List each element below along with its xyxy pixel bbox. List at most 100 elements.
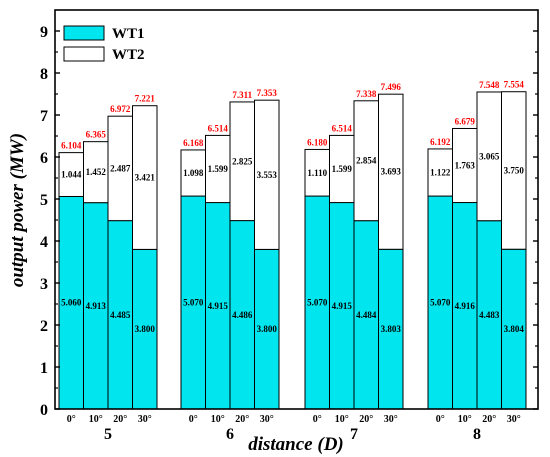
data-label-wt1: 4.913 [86, 301, 107, 311]
data-label-wt1: 5.060 [61, 298, 82, 308]
data-label-total: 6.514 [208, 123, 229, 133]
x-angle-label: 0° [189, 414, 198, 425]
x-angle-label: 0° [436, 414, 445, 425]
bar-wt2-d6-a0 [180, 149, 206, 197]
x-angle-label: 10° [335, 414, 349, 425]
data-label-total: 6.192 [430, 137, 451, 147]
legend-label-wt2: WT2 [112, 47, 145, 63]
data-label-total: 7.554 [504, 80, 525, 90]
bar-wt1-d7-a0 [304, 195, 330, 410]
x-axis-title: distance (D) [248, 434, 344, 455]
y-tick-label: 0 [40, 402, 48, 419]
x-angle-label: 0° [67, 414, 76, 425]
x-angle-label: 30° [384, 414, 398, 425]
data-label-total: 7.496 [381, 82, 402, 92]
data-label-wt2: 1.122 [430, 167, 451, 177]
bar-wt2-d5-a2 [107, 115, 133, 222]
data-label-wt1: 4.916 [455, 301, 476, 311]
y-tick-label: 9 [40, 24, 48, 41]
bar-wt2-d8-a3 [501, 91, 527, 250]
y-tick-label: 8 [40, 66, 48, 83]
bar-wt2-d5-a0 [58, 152, 84, 197]
x-angle-label: 10° [89, 414, 103, 425]
data-label-wt2: 3.421 [135, 173, 156, 183]
x-angle-label: 20° [482, 414, 496, 425]
data-label-wt1: 4.915 [208, 301, 229, 311]
plot-frame [54, 9, 539, 410]
data-label-total: 6.104 [61, 141, 82, 151]
data-label-wt1: 5.070 [183, 298, 204, 308]
y-tick-label: 2 [40, 318, 48, 335]
y-tick-label: 7 [40, 108, 48, 125]
x-angle-label: 30° [138, 414, 152, 425]
bar-wt2-d6-a1 [205, 134, 231, 204]
data-label-wt2: 1.044 [61, 170, 82, 180]
bar-wt1-d8-a1 [452, 202, 478, 410]
data-label-total: 6.180 [307, 137, 328, 147]
data-label-total: 7.548 [479, 80, 500, 90]
data-label-wt2: 3.693 [381, 167, 402, 177]
legend-swatch-wt1 [63, 25, 105, 41]
data-label-total: 7.353 [257, 88, 278, 98]
bar-wt1-d7-a1 [329, 202, 355, 410]
legend-swatch-wt2 [63, 46, 105, 62]
data-label-total: 6.679 [455, 116, 476, 126]
data-label-wt2: 3.553 [257, 170, 278, 180]
data-label-wt1: 4.485 [110, 310, 131, 320]
data-label-total: 6.365 [86, 130, 107, 140]
y-tick-label: 1 [40, 360, 48, 377]
bar-wt2-d7-a3 [378, 93, 404, 250]
data-label-wt1: 3.800 [257, 324, 278, 334]
bar-wt1-d7-a3 [378, 248, 404, 410]
data-label-wt2: 1.599 [208, 164, 229, 174]
data-label-wt1: 3.804 [504, 324, 525, 334]
x-angle-label: 30° [507, 414, 521, 425]
data-label-wt1: 5.070 [430, 298, 451, 308]
data-label-wt2: 2.487 [110, 163, 131, 173]
data-label-wt1: 4.915 [332, 301, 353, 311]
data-label-wt1: 3.803 [381, 324, 402, 334]
y-tick-label: 6 [40, 150, 48, 167]
data-label-wt2: 1.452 [86, 167, 107, 177]
x-angle-label: 20° [235, 414, 249, 425]
data-label-wt2: 2.854 [356, 156, 377, 166]
data-label-wt1: 4.483 [479, 310, 500, 320]
data-label-wt1: 4.486 [232, 310, 253, 320]
data-label-wt1: 3.800 [135, 324, 156, 334]
legend-label-wt1: WT1 [112, 26, 145, 42]
x-group-label: 5 [104, 426, 112, 443]
bar-wt1-d8-a2 [476, 220, 502, 410]
data-label-wt1: 5.070 [307, 298, 328, 308]
y-tick-label: 3 [40, 276, 48, 293]
data-label-total: 6.972 [110, 104, 131, 114]
x-group-label: 6 [226, 426, 234, 443]
y-tick-label: 4 [40, 234, 48, 251]
x-group-label: 7 [350, 426, 358, 443]
x-angle-label: 20° [113, 414, 127, 425]
bar-wt2-d7-a1 [329, 134, 355, 204]
data-label-total: 6.514 [332, 123, 353, 133]
bar-wt1-d5-a0 [58, 195, 84, 410]
bar-wt2-d7-a2 [353, 100, 379, 222]
bar-wt1-d7-a2 [353, 220, 379, 410]
data-label-wt1: 4.484 [356, 310, 377, 320]
x-angle-label: 20° [359, 414, 373, 425]
bar-wt2-d6-a2 [229, 101, 255, 222]
data-label-wt2: 1.599 [332, 164, 353, 174]
data-label-wt2: 1.763 [455, 161, 476, 171]
data-label-wt2: 1.110 [307, 168, 327, 178]
data-label-total: 6.168 [183, 138, 204, 148]
x-angle-label: 30° [260, 414, 274, 425]
y-axis-title: output power (MW) [7, 133, 28, 287]
data-label-total: 7.311 [232, 90, 252, 100]
y-tick-label: 5 [40, 192, 48, 209]
data-label-total: 7.221 [135, 94, 156, 104]
x-group-label: 8 [473, 426, 481, 443]
data-label-wt2: 1.098 [183, 168, 204, 178]
x-angle-label: 0° [313, 414, 322, 425]
x-angle-label: 10° [458, 414, 472, 425]
data-label-wt2: 3.065 [479, 151, 500, 161]
data-label-wt2: 2.825 [232, 156, 253, 166]
bar-wt2-d8-a1 [452, 127, 478, 204]
